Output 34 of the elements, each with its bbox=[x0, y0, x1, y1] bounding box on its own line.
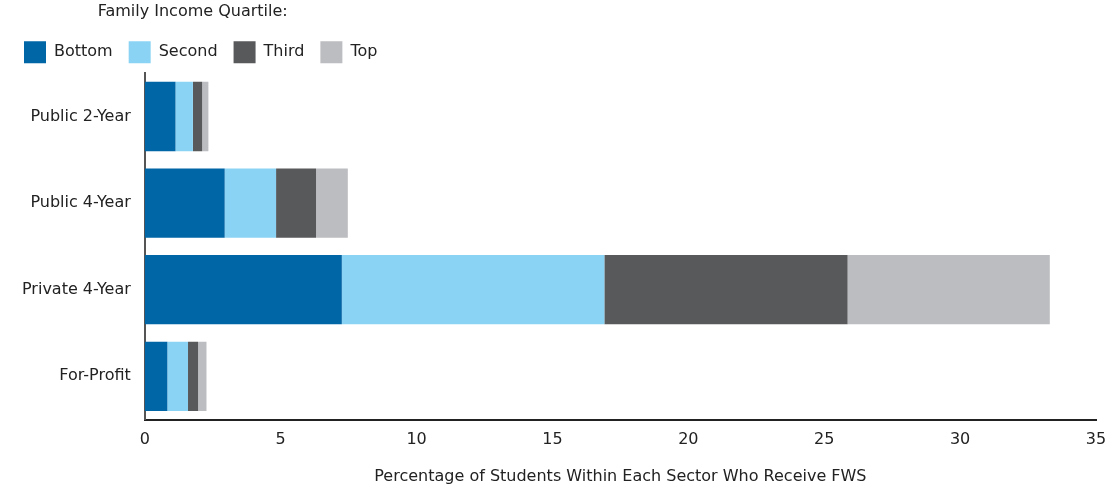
legend-title: Family Income Quartile: bbox=[97, 1, 288, 21]
x-tick-label: 30 bbox=[949, 429, 971, 449]
bar bbox=[202, 81, 209, 152]
bar bbox=[224, 168, 277, 238]
legend-label: Top bbox=[349, 41, 378, 61]
y-tick-label: Private 4-Year bbox=[22, 278, 132, 298]
x-tick-label: 15 bbox=[542, 429, 563, 449]
x-axis-title: Percentage of Students Within Each Sector Who Receive FWS bbox=[374, 465, 867, 485]
x-tick-label: 0 bbox=[139, 429, 150, 449]
bar bbox=[192, 81, 203, 152]
y-tick-label: Public 4-Year bbox=[30, 192, 132, 212]
bar bbox=[276, 168, 317, 238]
bar bbox=[144, 255, 342, 325]
legend-label: Second bbox=[158, 41, 218, 61]
bar bbox=[188, 341, 199, 411]
bar bbox=[341, 255, 605, 325]
x-tick-label: 10 bbox=[406, 429, 427, 449]
x-tick-label: 25 bbox=[814, 429, 835, 449]
legend-label: Third bbox=[262, 41, 305, 61]
legend-label: Bottom bbox=[54, 41, 113, 61]
bar bbox=[604, 255, 848, 325]
y-tick-label: Public 2-Year bbox=[30, 105, 132, 125]
x-tick-label: 35 bbox=[1085, 429, 1107, 449]
bar bbox=[175, 81, 193, 152]
bar bbox=[198, 341, 207, 411]
bar bbox=[144, 341, 168, 411]
x-tick-label: 5 bbox=[275, 429, 286, 449]
bar bbox=[167, 341, 189, 411]
bar bbox=[316, 168, 348, 238]
y-tick-label: For-Profit bbox=[59, 365, 131, 385]
x-tick-label: 20 bbox=[678, 429, 699, 449]
bar bbox=[144, 81, 176, 152]
bar bbox=[847, 255, 1050, 325]
bar bbox=[144, 168, 225, 238]
